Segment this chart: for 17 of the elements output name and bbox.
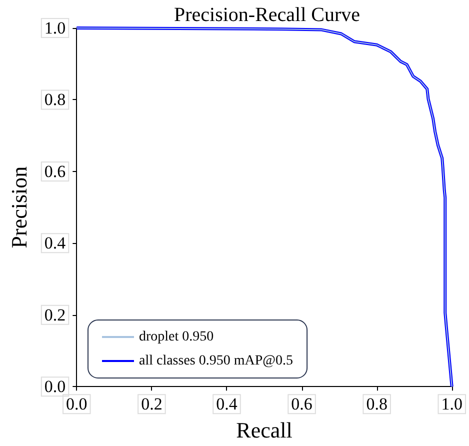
y-tick-label: 0.8 [44, 90, 66, 110]
chart-title: Precision-Recall Curve [174, 4, 360, 26]
x-tick-label: 0.4 [216, 394, 238, 414]
y-tick-label: 0.4 [44, 234, 66, 253]
y-tick-label: 0.6 [44, 162, 66, 181]
y-axis-title: Precision [6, 166, 32, 248]
x-tick-label: 0.0 [66, 394, 88, 414]
y-tick-label: 0.2 [44, 305, 66, 324]
x-axis-title: Recall [236, 418, 292, 442]
x-tick-label: 0.2 [141, 394, 162, 414]
y-tick-label: 1.0 [44, 18, 66, 38]
y-tick-label: 0.0 [44, 377, 66, 396]
legend-label: all classes 0.950 mAP@0.5 [139, 354, 294, 368]
legend-label: droplet 0.950 [139, 330, 214, 344]
x-tick-label: 1.0 [441, 394, 462, 414]
x-tick-label: 0.6 [291, 394, 312, 414]
x-tick-label: 0.8 [366, 394, 388, 414]
